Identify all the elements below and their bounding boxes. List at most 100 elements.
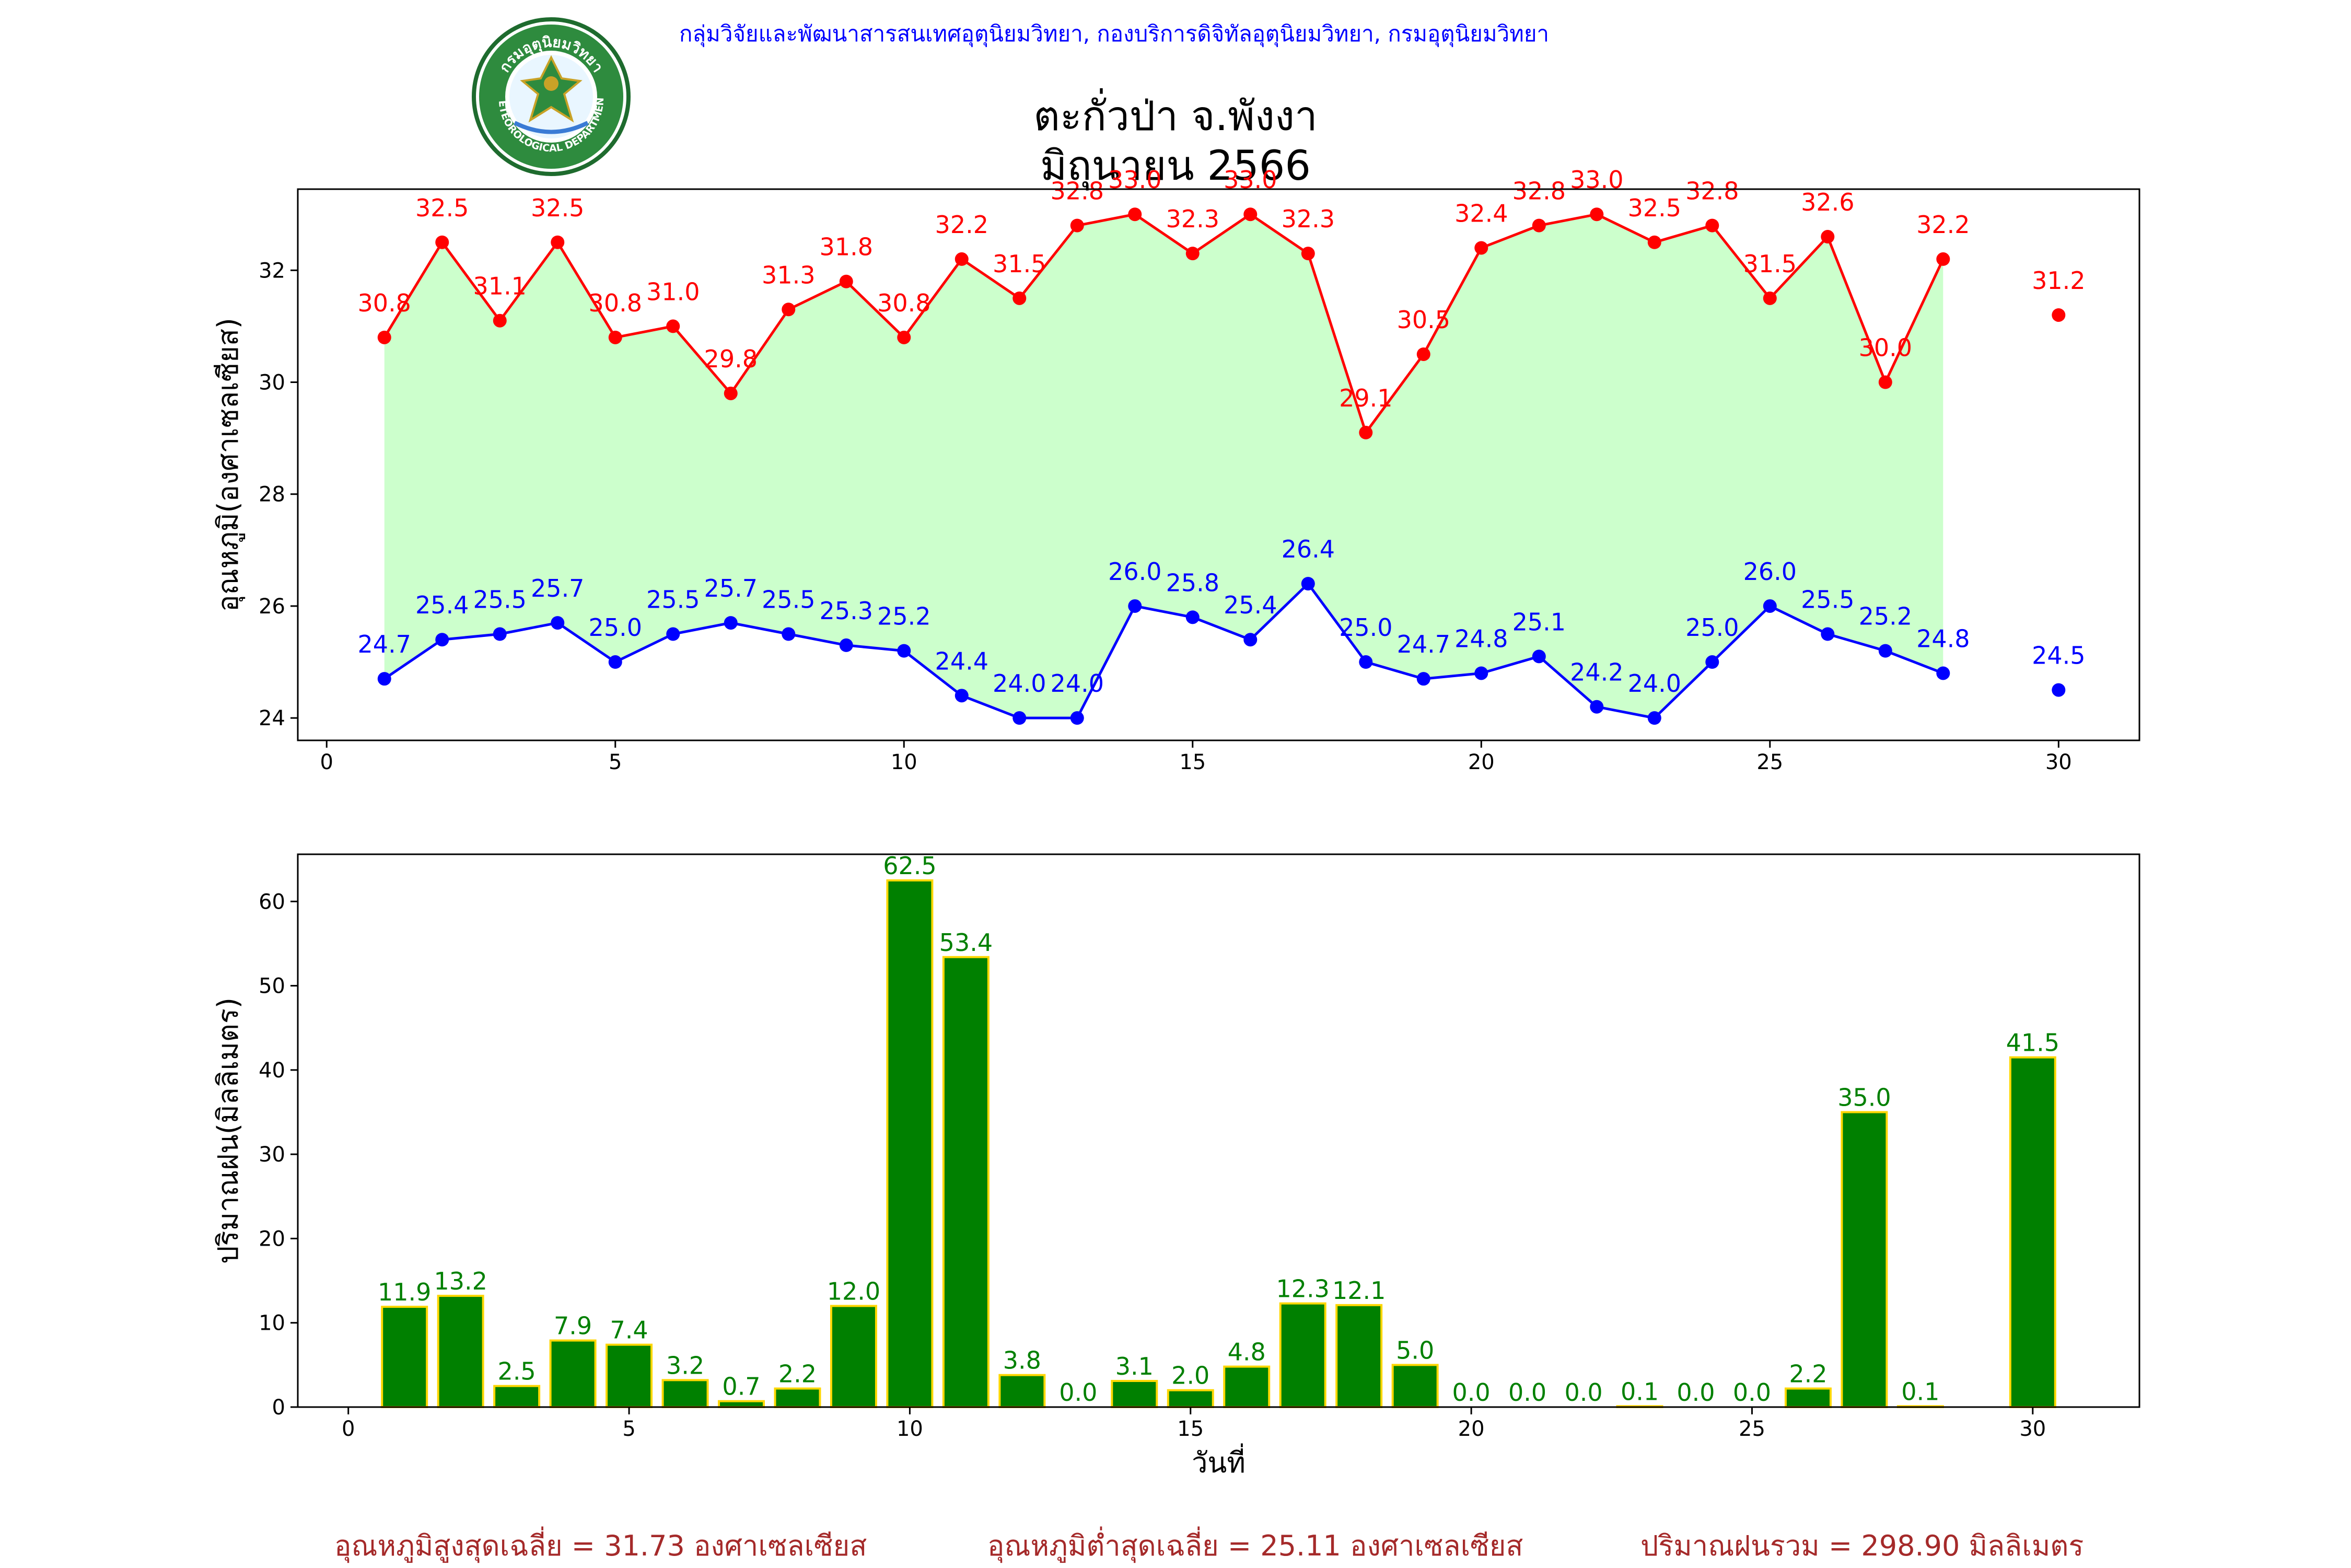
rainfall-value-label: 2.2 [778, 1360, 817, 1388]
max-temperature-point [1359, 425, 1373, 439]
max-temperature-value-label: 32.3 [1282, 205, 1335, 233]
min-temperature-value-label: 25.0 [589, 613, 642, 642]
min-temperature-value-label: 26.4 [1282, 535, 1335, 563]
max-temperature-value-label: 32.6 [1801, 188, 1854, 216]
min-temperature-point [1301, 577, 1315, 591]
temperature-x-tick-label: 25 [1756, 750, 1783, 774]
meteorological-department-logo: กรมอุตุนิยมวิทยา METEOROLOGICAL DEPARTME… [470, 16, 631, 176]
min-temperature-value-label: 25.4 [415, 591, 469, 619]
rainfall-bar [998, 1374, 1046, 1408]
rainfall-bar [774, 1387, 821, 1409]
min-temperature-value-label: 25.2 [877, 602, 930, 631]
rainfall-y-tick-label: 50 [259, 974, 285, 998]
temperature-y-tick-label: 26 [259, 595, 285, 619]
rainfall-x-tick-label: 0 [342, 1417, 355, 1441]
min-temperature-value-label: 25.5 [646, 585, 700, 613]
rainfall-value-label: 0.1 [1621, 1377, 1659, 1406]
rainfall-x-tick-label: 10 [897, 1417, 923, 1441]
min-temperature-value-label: 25.5 [1801, 585, 1854, 613]
max-temperature-value-label: 30.5 [1397, 306, 1450, 334]
min-temperature-point [897, 644, 911, 658]
max-temperature-point [782, 303, 796, 317]
rainfall-x-axis-label: วันที่ [1192, 1443, 1246, 1479]
rainfall-value-label: 0.1 [1901, 1377, 1939, 1406]
min-temperature-point [1647, 711, 1661, 725]
min-temperature-value-label: 24.7 [1397, 630, 1450, 658]
rainfall-value-label: 12.1 [1332, 1276, 1386, 1305]
min-temperature-point [435, 633, 449, 647]
max-temperature-point [1416, 347, 1430, 361]
rainfall-value-label: 5.0 [1396, 1336, 1434, 1364]
max-temperature-point [1243, 207, 1258, 222]
min-temperature-value-label: 25.8 [1166, 568, 1219, 597]
rainfall-y-tick-label: 40 [259, 1059, 285, 1083]
max-temperature-point [1647, 235, 1661, 249]
min-temperature-value-label: 24.0 [1628, 669, 1681, 698]
min-temperature-value-label: 24.2 [1570, 658, 1623, 687]
max-temperature-point [377, 330, 391, 344]
rainfall-bar [886, 879, 934, 1408]
min-temperature-point [1012, 711, 1027, 725]
min-temperature-point [1532, 649, 1546, 664]
rainfall-bar [942, 956, 990, 1408]
min-temperature-value-label: 25.7 [704, 574, 758, 602]
temperature-x-tick-label: 30 [2045, 750, 2072, 774]
max-temperature-point [2052, 308, 2066, 322]
rainfall-bar [2009, 1056, 2056, 1409]
temperature-panel: 30.832.531.132.530.8 31.029.831.331.830.8… [212, 166, 2140, 774]
min-temperature-value-label: 24.4 [935, 647, 988, 675]
rainfall-x-tick-label: 20 [1458, 1417, 1485, 1441]
min-temperature-point [1878, 644, 1892, 658]
rainfall-x-tick-label: 15 [1177, 1417, 1204, 1441]
min-temperature-point [955, 689, 969, 703]
min-temperature-line [383, 582, 1944, 719]
rainfall-bar [549, 1339, 597, 1408]
min-temperature-point [1590, 700, 1604, 714]
rainfall-bar [381, 1306, 428, 1408]
average-max-temperature: อุณหภูมิสูงสุดเฉลี่ย = 31.73 องศาเซลเซีย… [334, 1529, 867, 1562]
temperature-x-tick-label: 15 [1179, 750, 1206, 774]
temperature-range-fill [384, 214, 1943, 718]
max-temperature-point [1474, 241, 1488, 255]
min-temperature-value-label: 24.0 [1051, 669, 1104, 698]
min-temperature-point [666, 627, 680, 641]
max-temperature-value-label: 32.8 [1512, 177, 1566, 205]
max-temperature-value-label: 32.5 [415, 194, 469, 222]
max-temperature-point [666, 319, 680, 333]
rainfall-bar [1335, 1304, 1383, 1408]
max-temperature-point [551, 235, 565, 249]
min-temperature-value-label: 25.5 [473, 585, 527, 613]
min-temperature-value-label: 25.7 [531, 574, 584, 602]
rainfall-value-label: 0.0 [1677, 1378, 1715, 1407]
min-temperature-point [782, 627, 796, 641]
rainfall-value-label: 53.4 [939, 928, 993, 957]
min-temperature-value-label: 26.0 [1108, 557, 1161, 586]
rainfall-value-label: 0.0 [1733, 1378, 1771, 1407]
max-temperature-point [1705, 218, 1719, 233]
min-temperature-value-label: 25.1 [1512, 608, 1566, 636]
min-temperature-value-label: 25.0 [1339, 613, 1392, 642]
header-organization: กลุ่มวิจัยและพัฒนาสารสนเทศอุตุนิยมวิทยา,… [679, 21, 1550, 47]
min-temperature-point [724, 616, 738, 630]
max-temperature-value-label: 31.5 [993, 250, 1046, 278]
temperature-y-tick-label: 30 [259, 371, 285, 395]
max-temperature-point [493, 313, 507, 328]
min-temperature-point [493, 627, 507, 641]
max-temperature-value-label: 31.8 [820, 233, 873, 261]
min-temperature-point [551, 616, 565, 630]
max-temperature-value-label: 32.8 [1685, 177, 1739, 205]
rainfall-value-label: 35.0 [1837, 1084, 1891, 1112]
min-temperature-value-label: 24.0 [993, 669, 1046, 698]
min-temperature-point [608, 655, 622, 669]
min-temperature-point [1705, 655, 1719, 669]
max-temperature-point [1821, 230, 1835, 244]
rainfall-value-label: 2.2 [1789, 1360, 1827, 1388]
rainfall-x-tick-label: 5 [622, 1417, 635, 1441]
rainfall-bar [1111, 1380, 1158, 1408]
rainfall-bar [1223, 1365, 1271, 1409]
temperature-x-tick-label: 20 [1468, 750, 1495, 774]
rainfall-bar [1784, 1387, 1832, 1409]
min-temperature-value-label: 26.0 [1743, 557, 1797, 586]
rainfall-frame [297, 853, 2140, 1408]
max-temperature-value-label: 29.8 [704, 345, 758, 373]
